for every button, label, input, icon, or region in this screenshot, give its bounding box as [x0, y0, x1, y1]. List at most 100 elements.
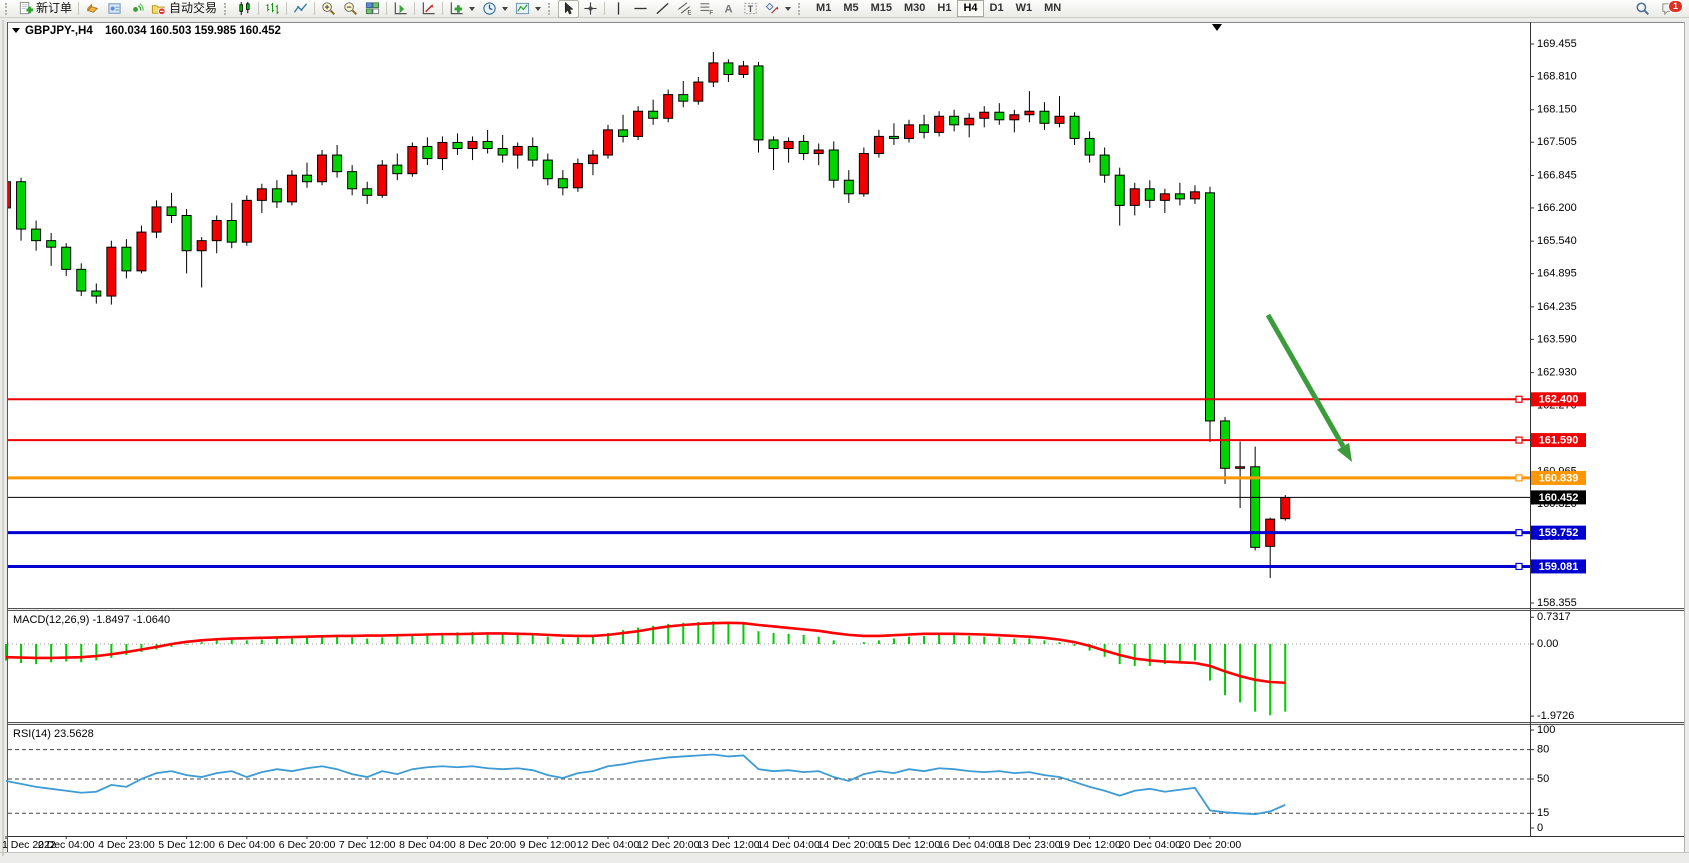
- templates-button[interactable]: [512, 0, 544, 18]
- svg-text:160.452: 160.452: [1539, 492, 1579, 504]
- toolbar-separator: [78, 2, 80, 15]
- price-tick-label: 158.355: [1537, 597, 1577, 609]
- bars-icon: [265, 1, 280, 16]
- chart-bars-button[interactable]: [262, 0, 283, 18]
- dropdown-caret-icon[interactable]: [785, 6, 792, 11]
- template-icon: [515, 1, 530, 16]
- timeframe-W1[interactable]: W1: [1015, 2, 1033, 14]
- macd-tick-label: 0.00: [1537, 638, 1558, 650]
- time-tick-label: 15 Dec 12:00: [878, 839, 941, 851]
- macd-pane: MACD(12,26,9) -1.8497 -1.0640 0.7317 0.00 -…: [5, 611, 1574, 722]
- trend-icon: [655, 1, 670, 16]
- rsi-line: [5, 753, 1286, 816]
- gold-icon: [85, 1, 100, 16]
- chart-shift-marker-icon[interactable]: [1212, 24, 1222, 31]
- price-tick-label: 169.455: [1537, 38, 1577, 50]
- candles-icon: [237, 1, 252, 16]
- tile-windows-button[interactable]: [362, 0, 383, 18]
- dropdown-caret-icon[interactable]: [469, 6, 476, 11]
- trendline-button[interactable]: [652, 0, 673, 18]
- timeframe-MN[interactable]: MN: [1044, 2, 1062, 14]
- horizontal-line-button[interactable]: [630, 0, 651, 18]
- zoomin-icon: [321, 1, 336, 16]
- time-tick-label: 4 Dec 23:00: [98, 839, 155, 851]
- hline-handle[interactable]: [1515, 436, 1523, 444]
- vertical-line-button[interactable]: [608, 0, 629, 18]
- dropdown-caret-icon[interactable]: [502, 6, 509, 11]
- candles-layer: [8, 51, 1291, 579]
- time-tick-label: 9 Dec 12:00: [519, 839, 576, 851]
- timeframe-M15[interactable]: M15: [870, 2, 892, 14]
- price-tick-label: 164.235: [1537, 301, 1577, 313]
- autoscroll-icon: [421, 1, 436, 16]
- vline-icon: [611, 1, 626, 16]
- text-tool-button[interactable]: [718, 0, 739, 18]
- crosshair-button[interactable]: [580, 0, 601, 18]
- navigator-button[interactable]: [104, 0, 125, 18]
- toolbar-grip: [5, 2, 10, 15]
- toolbar-separator: [314, 2, 316, 15]
- time-tick-label: 5 Dec 12:00: [158, 839, 215, 851]
- ohlc-readout: 160.034 160.503 159.985 160.452: [105, 25, 281, 37]
- periods-button[interactable]: [479, 0, 511, 18]
- hline-icon: [633, 1, 648, 16]
- hline-handle[interactable]: [1515, 474, 1523, 482]
- linechart-icon: [293, 1, 308, 16]
- svg-text:160.839: 160.839: [1539, 472, 1579, 484]
- hline-handle[interactable]: [1515, 395, 1523, 403]
- autotrading-button[interactable]: 自动交易: [148, 0, 220, 18]
- time-tick-label: 12 Dec 20:00: [637, 839, 700, 851]
- svg-text:159.752: 159.752: [1539, 527, 1579, 539]
- arrows-tool-button[interactable]: [762, 0, 794, 18]
- price-axis: 169.455 168.810 168.150 167.505 166.845 166.2…: [1530, 38, 1586, 609]
- zoom-out-button[interactable]: [340, 0, 361, 18]
- rsi-tick-label: 100: [1537, 724, 1555, 736]
- toolbar-separator: [442, 2, 444, 15]
- toolbar-separator: [604, 2, 606, 15]
- toolbar-separator: [286, 2, 288, 15]
- notifications-button[interactable]: 1: [1661, 0, 1683, 17]
- price-tick-label: 164.895: [1537, 268, 1577, 280]
- timeframe-M5[interactable]: M5: [843, 2, 859, 14]
- new-order-button[interactable]: 新订单: [15, 0, 75, 18]
- toolbar-separator: [386, 2, 388, 15]
- chart-line-button[interactable]: [290, 0, 311, 18]
- time-tick-label: 7 Dec 12:00: [339, 839, 396, 851]
- search-button[interactable]: [1635, 1, 1653, 17]
- macd-tick-label: -1.9726: [1537, 710, 1574, 722]
- timeframe-D1[interactable]: D1: [989, 2, 1004, 14]
- fibonacci-retracement-button[interactable]: [696, 0, 717, 18]
- hline-handle[interactable]: [1515, 529, 1523, 537]
- timeframe-H1[interactable]: H1: [937, 2, 952, 14]
- toolbar-grip: [548, 2, 553, 15]
- chart-shift-button[interactable]: [390, 0, 411, 18]
- textA-icon: [721, 1, 736, 16]
- price-tick-label: 166.845: [1537, 169, 1577, 181]
- annotation-arrow[interactable]: [1265, 313, 1352, 462]
- timeframe-M30[interactable]: M30: [904, 2, 926, 14]
- time-tick-label: 18 Dec 23:00: [998, 839, 1061, 851]
- timeframe-H4[interactable]: H4: [957, 0, 984, 17]
- zoom-in-button[interactable]: [318, 0, 339, 18]
- text-label-tool-button[interactable]: [740, 0, 761, 18]
- hline-handle[interactable]: [1515, 562, 1523, 571]
- signal-icon: [129, 1, 144, 16]
- time-tick-label: 8 Dec 20:00: [459, 839, 516, 851]
- chart-candlesticks-button[interactable]: [234, 0, 255, 18]
- symbol-dropdown-icon[interactable]: [12, 28, 20, 33]
- new-order-label: 新订单: [36, 1, 73, 15]
- cursor-button[interactable]: [558, 0, 580, 18]
- signals-button[interactable]: [126, 0, 147, 18]
- market-watch-button[interactable]: [82, 0, 103, 18]
- rsi-tick-label: 15: [1537, 807, 1549, 819]
- zoomout-icon: [343, 1, 358, 16]
- textT-icon: [743, 1, 758, 16]
- equidistant-channel-button[interactable]: [674, 0, 695, 18]
- dropdown-caret-icon[interactable]: [535, 6, 542, 11]
- hline-price-label: [1531, 525, 1586, 540]
- auto-scroll-button[interactable]: [418, 0, 439, 18]
- timeframe-M1[interactable]: M1: [816, 2, 832, 14]
- indicators-list-button[interactable]: [446, 0, 478, 18]
